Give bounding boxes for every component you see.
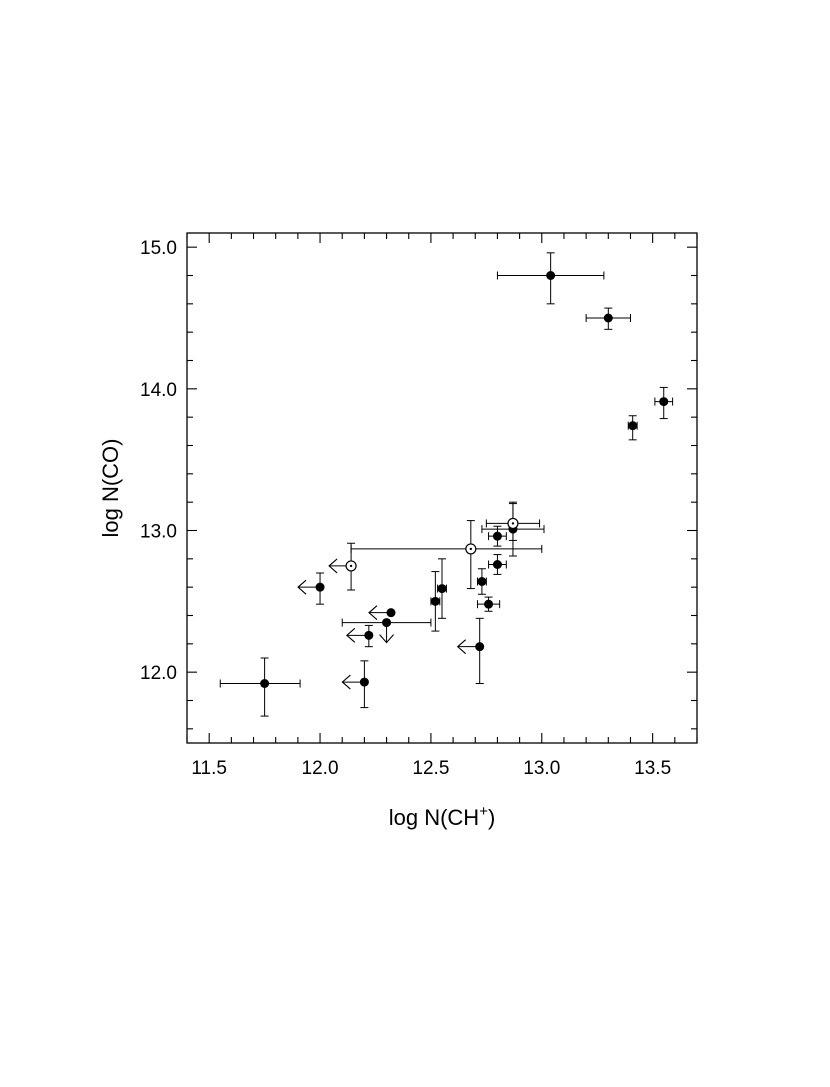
x-tick-label: 13.5: [634, 758, 671, 779]
x-axis-label-superscript: +: [479, 803, 488, 820]
x-axis-label-base: log N(CH: [389, 805, 479, 830]
data-point-13: [297, 572, 325, 605]
filled-marker: [260, 679, 270, 688]
data-point-7: [488, 554, 507, 575]
filled-marker: [430, 596, 440, 606]
upper-limit-arrowhead: [456, 639, 467, 655]
filled-marker: [546, 271, 556, 280]
data-point-1: [496, 252, 605, 305]
data-point-18: [219, 657, 301, 717]
filled-marker: [359, 677, 369, 687]
axis-ticks: [186, 233, 698, 743]
data-point-20: [350, 520, 543, 590]
filled-marker: [492, 531, 502, 541]
x-axis-label: log N(CH+): [389, 803, 496, 830]
data-point-2: [585, 307, 631, 330]
filled-marker: [364, 630, 374, 640]
upper-limit-arrowhead: [345, 627, 356, 643]
x-tick-label: 13.0: [523, 758, 560, 779]
y-tick-label: 13.0: [140, 522, 177, 543]
data-point-11: [430, 571, 441, 632]
y-tick-label: 14.0: [140, 380, 177, 401]
upper-limit-arrowhead: [368, 605, 378, 621]
open-marker-dot: [469, 547, 473, 551]
filled-marker: [603, 313, 613, 323]
filled-marker: [492, 560, 502, 569]
filled-marker: [484, 599, 494, 609]
data-point-17: [341, 660, 369, 709]
filled-marker: [628, 421, 638, 431]
x-tick-label: 12.5: [412, 758, 449, 779]
data-point-3: [654, 386, 674, 420]
upper-limit-arrowhead: [297, 579, 307, 595]
filled-marker: [382, 618, 392, 628]
x-tick-label: 11.5: [191, 758, 227, 779]
data-point-9: [476, 596, 501, 612]
tick-labels: 11.5 12.0 12.5 13.0 13.5 12.0 13.0 14.0 15.0: [140, 238, 671, 779]
open-marker-dot: [511, 522, 515, 525]
data-point-14: [368, 605, 396, 621]
data-point-6: [488, 525, 507, 547]
data-point-21: [328, 542, 357, 591]
upper-limit-arrowhead: [379, 634, 394, 644]
upper-limit-arrowhead: [341, 674, 351, 690]
filled-marker: [386, 608, 396, 618]
data-point-19: [485, 503, 541, 541]
filled-marker: [477, 577, 487, 586]
open-marker-dot: [349, 564, 353, 568]
filled-marker: [659, 397, 669, 407]
x-tick-label: 12.0: [302, 758, 339, 779]
data-points: [219, 252, 674, 717]
data-point-4: [627, 415, 638, 441]
data-point-8: [476, 568, 487, 595]
data-point-15: [341, 618, 432, 644]
y-tick-label: 15.0: [140, 238, 177, 259]
x-axis-label-close: ): [488, 805, 495, 830]
upper-limit-arrowhead: [328, 558, 338, 574]
filled-marker: [475, 642, 485, 652]
data-point-16: [345, 624, 374, 648]
filled-marker: [437, 584, 447, 594]
y-tick-label: 12.0: [140, 663, 177, 684]
filled-marker: [315, 582, 325, 592]
data-point-12: [456, 617, 485, 684]
plot-frame: [186, 232, 698, 744]
data-point-10: [437, 558, 447, 619]
y-axis-label: log N(CO): [98, 438, 123, 537]
